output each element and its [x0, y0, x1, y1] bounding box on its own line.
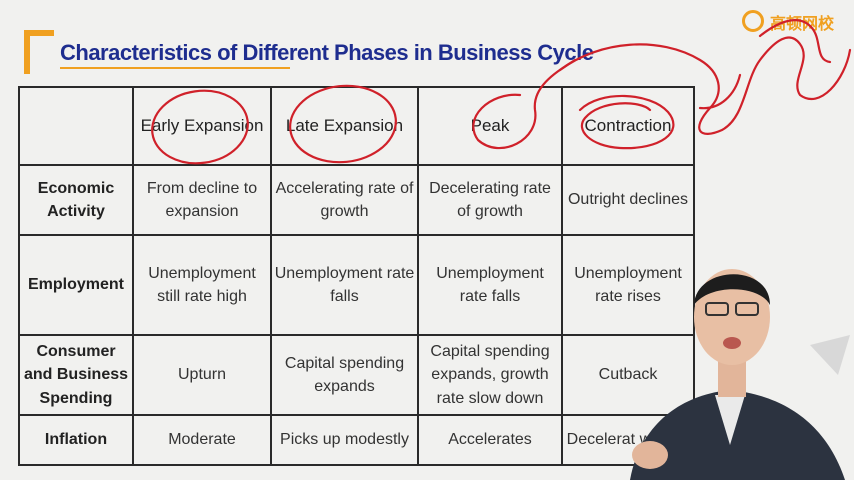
table-cell: Accelerating rate of growth: [270, 164, 419, 236]
glasses-right-lens: [735, 302, 759, 316]
header-cell-empty: [18, 86, 134, 166]
logo-text: 高顿网校: [770, 14, 835, 33]
table-cell: Unemployment rate falls: [417, 234, 563, 336]
table-cell: Outright declines: [561, 164, 695, 236]
header-cell-contraction: Contraction: [561, 86, 695, 166]
table-header-row: Early Expansion Late Expansion Peak Cont…: [18, 86, 695, 166]
row-label-inflation: Inflation: [18, 414, 134, 466]
table-row: Consumer and Business Spending Upturn Ca…: [18, 334, 695, 416]
presenter-silhouette: [630, 269, 850, 480]
table-cell: Unemployment rate rises: [561, 234, 695, 336]
table-cell: Moderate: [132, 414, 272, 466]
presenter-hair: [694, 274, 770, 305]
presenter-face: [694, 269, 770, 365]
business-cycle-table: Early Expansion Late Expansion Peak Cont…: [18, 86, 695, 466]
header-cell-early-expansion: Early Expansion: [132, 86, 272, 166]
presenter-mouth: [723, 337, 741, 349]
table-cell: Unemployment rate falls: [270, 234, 419, 336]
title-bracket-decoration: [24, 30, 54, 74]
background-shape: [810, 335, 850, 375]
brand-logo: 高顿网校: [742, 4, 852, 40]
table-cell: From decline to expansion: [132, 164, 272, 236]
title-underline: [60, 67, 290, 69]
row-label-spending: Consumer and Business Spending: [18, 334, 134, 416]
table-cell: Upturn: [132, 334, 272, 416]
slide-title: Characteristics of Different Phases in B…: [60, 40, 594, 65]
table-cell: Accelerates: [417, 414, 563, 466]
logo-mark-icon: [742, 10, 764, 32]
table-cell: Cutback: [561, 334, 695, 416]
row-label-employment: Employment: [18, 234, 134, 336]
presenter-suit: [630, 390, 845, 480]
glasses-left-lens: [705, 302, 729, 316]
table-cell: Capital spending expands: [270, 334, 419, 416]
presenter-shirt: [715, 395, 745, 445]
table-row: Economic Activity From decline to expans…: [18, 164, 695, 236]
table-row: Employment Unemployment still rate high …: [18, 234, 695, 336]
presenter-video-overlay: [610, 245, 854, 480]
table-row: Inflation Moderate Picks up modestly Acc…: [18, 414, 695, 466]
row-label-economic-activity: Economic Activity: [18, 164, 134, 236]
header-cell-late-expansion: Late Expansion: [270, 86, 419, 166]
table-cell: Picks up modestly: [270, 414, 419, 466]
table-cell: Unemployment still rate high: [132, 234, 272, 336]
presenter-hand: [632, 441, 668, 469]
table-cell: Decelerating rate of growth: [417, 164, 563, 236]
header-cell-peak: Peak: [417, 86, 563, 166]
table-cell: Capital spending expands, growth rate sl…: [417, 334, 563, 416]
